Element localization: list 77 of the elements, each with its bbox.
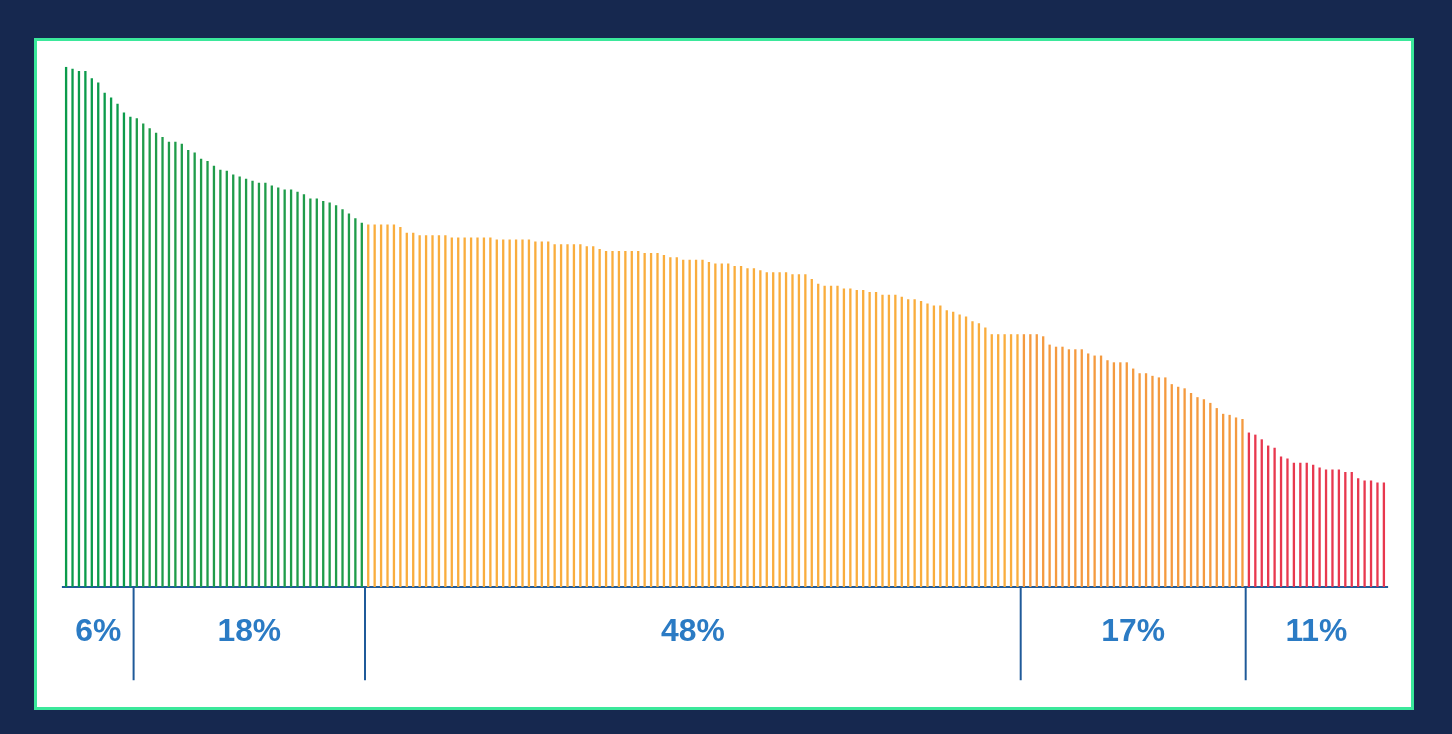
bar [521,239,524,588]
bar [116,103,119,588]
bar [836,285,839,588]
bar [926,303,929,588]
bar [418,235,421,588]
bar [733,266,736,588]
bar [431,235,434,588]
text: 48% [660,612,725,649]
text: 11% [1285,612,1348,649]
bar [1318,467,1321,588]
bar [386,224,389,588]
bar [643,253,646,588]
bar [579,244,582,588]
bar [1363,480,1366,588]
bar [1016,334,1019,588]
text: 17% [1101,612,1166,649]
bar [1183,388,1186,588]
bar [489,237,492,588]
bar [71,68,74,588]
bar [219,169,222,588]
bar [444,235,447,588]
bar [611,250,614,588]
bar [701,259,704,588]
bar [1376,482,1379,588]
bar [251,180,254,588]
bar [296,191,299,588]
bar [566,244,569,588]
bar [1093,355,1096,588]
bar [1106,360,1109,588]
bar [1048,344,1051,588]
bar [624,250,627,588]
bar [669,257,672,588]
bar [534,241,537,588]
bar [688,259,691,588]
bar [1138,373,1141,588]
bar [264,182,267,588]
bar [174,141,177,588]
bar [508,239,511,588]
bar [206,160,209,588]
bar [823,285,826,588]
bar [1273,447,1276,588]
bar [913,299,916,588]
bar [1003,334,1006,588]
bar [868,292,871,588]
bar [894,294,897,588]
bar [1061,346,1064,588]
bar [463,237,466,588]
bar [778,272,781,588]
bar [1241,419,1244,588]
bar [759,270,762,588]
bar [309,198,312,588]
bar [714,263,717,588]
bar [598,248,601,588]
bar [399,227,402,588]
bar [656,253,659,588]
bar [354,218,357,588]
bar [804,274,807,588]
bar [881,294,884,588]
bar [971,321,974,588]
bar [1196,397,1199,588]
bar [84,70,87,588]
bar [1151,375,1154,588]
text: 18% [217,612,282,649]
bar [746,268,749,588]
bar [1286,458,1289,588]
bar [1228,414,1231,588]
bar [553,244,556,588]
bar [791,274,794,588]
text: 6% [75,612,122,649]
bar [341,209,344,588]
bar [161,137,164,588]
bar [1331,469,1334,588]
bar [958,314,961,588]
bar [849,288,852,588]
bar [373,224,376,588]
bar [129,116,132,588]
bar [476,237,479,588]
